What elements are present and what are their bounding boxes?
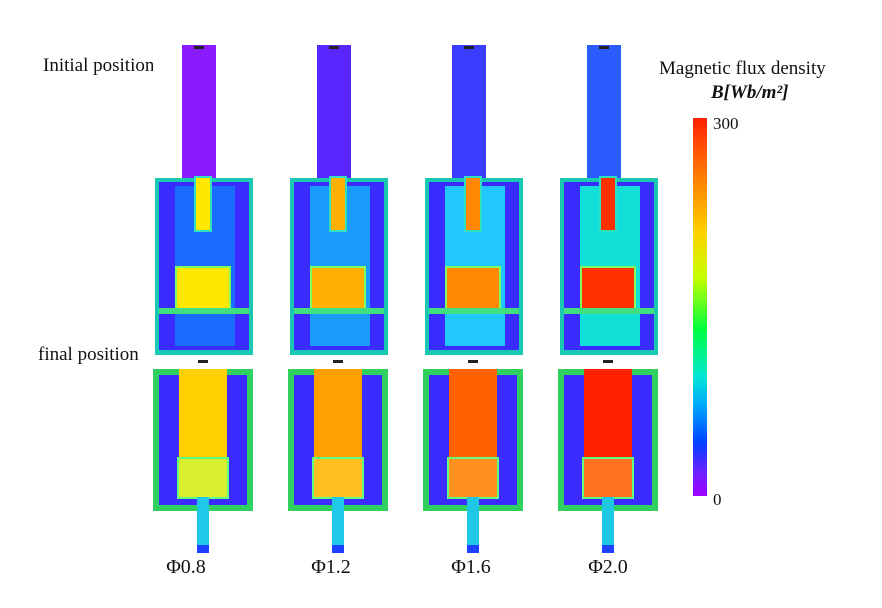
initial-simulation-1 (153, 40, 257, 355)
plunger-block (312, 457, 364, 499)
shaft (452, 45, 486, 178)
label-tag (194, 46, 204, 49)
inner-rod (599, 176, 617, 232)
rod-tip (602, 545, 614, 553)
bottom-rod (467, 497, 479, 553)
bottom-plate (564, 308, 654, 314)
shaft (587, 45, 621, 178)
initial-simulation-3 (423, 40, 527, 355)
diameter-label-4: Φ2.0 (588, 556, 628, 578)
final-position-label: final position (38, 344, 139, 365)
shaft (182, 45, 216, 178)
final-simulation-4 (558, 355, 662, 555)
rod-tip (467, 545, 479, 553)
label-tag (468, 360, 478, 363)
core-column (314, 369, 362, 459)
colorbar-max-label: 300 (713, 114, 739, 133)
label-tag (464, 46, 474, 49)
plunger-block (580, 266, 636, 310)
inner-rod (464, 176, 482, 232)
rod-tip (332, 545, 344, 553)
plunger-block (177, 457, 229, 499)
plunger-block (445, 266, 501, 310)
colorbar (693, 118, 707, 496)
final-simulation-1 (153, 355, 257, 555)
label-tag (603, 360, 613, 363)
bottom-plate (159, 308, 249, 314)
bottom-rod (332, 497, 344, 553)
bottom-plate (294, 308, 384, 314)
legend-unit: B[Wb/m²] (711, 82, 789, 103)
bottom-plate (429, 308, 519, 314)
colorbar-min-label: 0 (713, 490, 722, 509)
core-column (179, 369, 227, 459)
initial-simulation-2 (288, 40, 392, 355)
diameter-label-1: Φ0.8 (166, 556, 206, 578)
final-simulation-2 (288, 355, 392, 555)
core-column (584, 369, 632, 459)
plunger-block (310, 266, 366, 310)
plunger-block (175, 266, 231, 310)
label-tag (333, 360, 343, 363)
final-simulation-3 (423, 355, 527, 555)
rod-tip (197, 545, 209, 553)
label-tag (599, 46, 609, 49)
plunger-block (582, 457, 634, 499)
diameter-label-2: Φ1.2 (311, 556, 351, 578)
initial-position-label: Initial position (43, 55, 155, 76)
shaft (317, 45, 351, 178)
inner-rod (194, 176, 212, 232)
legend-title: Magnetic flux density (659, 58, 826, 79)
bottom-rod (197, 497, 209, 553)
label-tag (329, 46, 339, 49)
bottom-rod (602, 497, 614, 553)
plunger-block (447, 457, 499, 499)
diameter-label-3: Φ1.6 (451, 556, 491, 578)
inner-rod (329, 176, 347, 232)
label-tag (198, 360, 208, 363)
initial-simulation-4 (558, 40, 662, 355)
core-column (449, 369, 497, 459)
